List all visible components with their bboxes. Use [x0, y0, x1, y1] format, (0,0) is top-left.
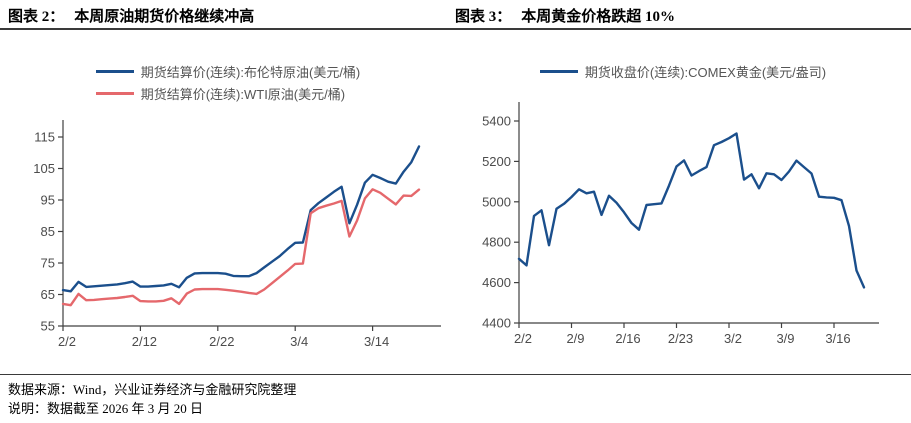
svg-text:2/9: 2/9: [566, 331, 584, 346]
brent-line-swatch: [95, 69, 134, 73]
svg-text:4600: 4600: [482, 275, 511, 290]
svg-text:65: 65: [41, 287, 55, 302]
svg-text:75: 75: [41, 256, 55, 271]
legend-item-comex-gold: 期货收盘价(连续):COMEX黄金(美元/盎司): [539, 61, 827, 83]
gold-legend-block: 期货收盘价(连续):COMEX黄金(美元/盎司): [539, 61, 827, 83]
brent-legend-label: 期货结算价(连续):布伦特原油(美元/桶): [140, 64, 361, 80]
svg-text:3/2: 3/2: [724, 331, 742, 346]
gold-chart-title: 图表 3： 本周黄金价格跌超 10%: [455, 5, 675, 26]
gold-legend-label: 期货收盘价(连续):COMEX黄金(美元/盎司): [584, 65, 827, 80]
oil-chart-title-text: 本周原油期货价格继续冲高: [74, 9, 255, 25]
data-note-line: 说明：数据截至 2026 年 3 月 20 日: [8, 401, 204, 416]
svg-text:2/12: 2/12: [132, 334, 157, 349]
wti-line-swatch: [95, 91, 134, 95]
svg-text:115: 115: [34, 130, 55, 145]
svg-text:2/2: 2/2: [58, 334, 76, 349]
svg-text:3/9: 3/9: [776, 331, 794, 346]
svg-text:3/4: 3/4: [290, 334, 308, 349]
gold-chart-legend: 期货收盘价(连续):COMEX黄金(美元/盎司): [455, 60, 911, 83]
gold-line-swatch: [539, 70, 578, 73]
svg-text:5400: 5400: [482, 114, 511, 129]
svg-text:105: 105: [33, 161, 55, 176]
svg-text:2/16: 2/16: [615, 331, 640, 346]
oil-chart-plot: 55 65 75 85 95 105 115 2/2 2/12 2/22 3/4 3/14: [33, 120, 441, 349]
gold-chart-plot: 4400 4600 4800 5000 5200 5400 2/2 2/9 2/16 2/23 3/…: [482, 102, 879, 346]
svg-text:5000: 5000: [482, 194, 511, 209]
oil-legend-block: 期货结算价(连续):布伦特原油(美元/桶) 期货结算价(连续):WTI原油(美元…: [95, 60, 361, 104]
svg-text:4400: 4400: [482, 316, 511, 331]
data-source-line: 数据来源：Wind，兴业证券经济与金融研究院整理: [8, 382, 297, 397]
svg-text:85: 85: [41, 224, 55, 239]
svg-text:95: 95: [41, 193, 55, 208]
svg-text:3/16: 3/16: [825, 331, 850, 346]
svg-text:4800: 4800: [482, 235, 511, 250]
legend-item-wti: 期货结算价(连续):WTI原油(美元/桶): [95, 82, 361, 104]
svg-text:2/22: 2/22: [209, 334, 234, 349]
gold-chart-title-label: 图表 3：: [455, 9, 512, 25]
wti-legend-label: 期货结算价(连续):WTI原油(美元/桶): [140, 86, 346, 102]
oil-chart-legend: 期货结算价(连续):布伦特原油(美元/桶) 期货结算价(连续):WTI原油(美元…: [0, 60, 456, 104]
footer-divider: [0, 374, 911, 375]
svg-text:2/2: 2/2: [514, 331, 532, 346]
oil-chart-title-label: 图表 2：: [8, 9, 65, 25]
header-divider: [0, 28, 911, 30]
charts-row: 期货结算价(连续):布伦特原油(美元/桶) 期货结算价(连续):WTI原油(美元…: [0, 40, 911, 370]
legend-item-brent: 期货结算价(连续):布伦特原油(美元/桶): [95, 60, 361, 82]
svg-text:3/14: 3/14: [364, 334, 389, 349]
svg-text:55: 55: [41, 319, 55, 334]
gold-chart-title-text: 本周黄金价格跌超 10%: [521, 9, 676, 25]
svg-text:2/23: 2/23: [668, 331, 693, 346]
gold-chart-panel: 期货收盘价(连续):COMEX黄金(美元/盎司) 4400 4600 4800 500…: [455, 40, 911, 370]
svg-text:5200: 5200: [482, 154, 511, 169]
oil-chart-panel: 期货结算价(连续):布伦特原油(美元/桶) 期货结算价(连续):WTI原油(美元…: [0, 40, 456, 370]
oil-chart-title: 图表 2： 本周原油期货价格继续冲高: [8, 5, 254, 26]
